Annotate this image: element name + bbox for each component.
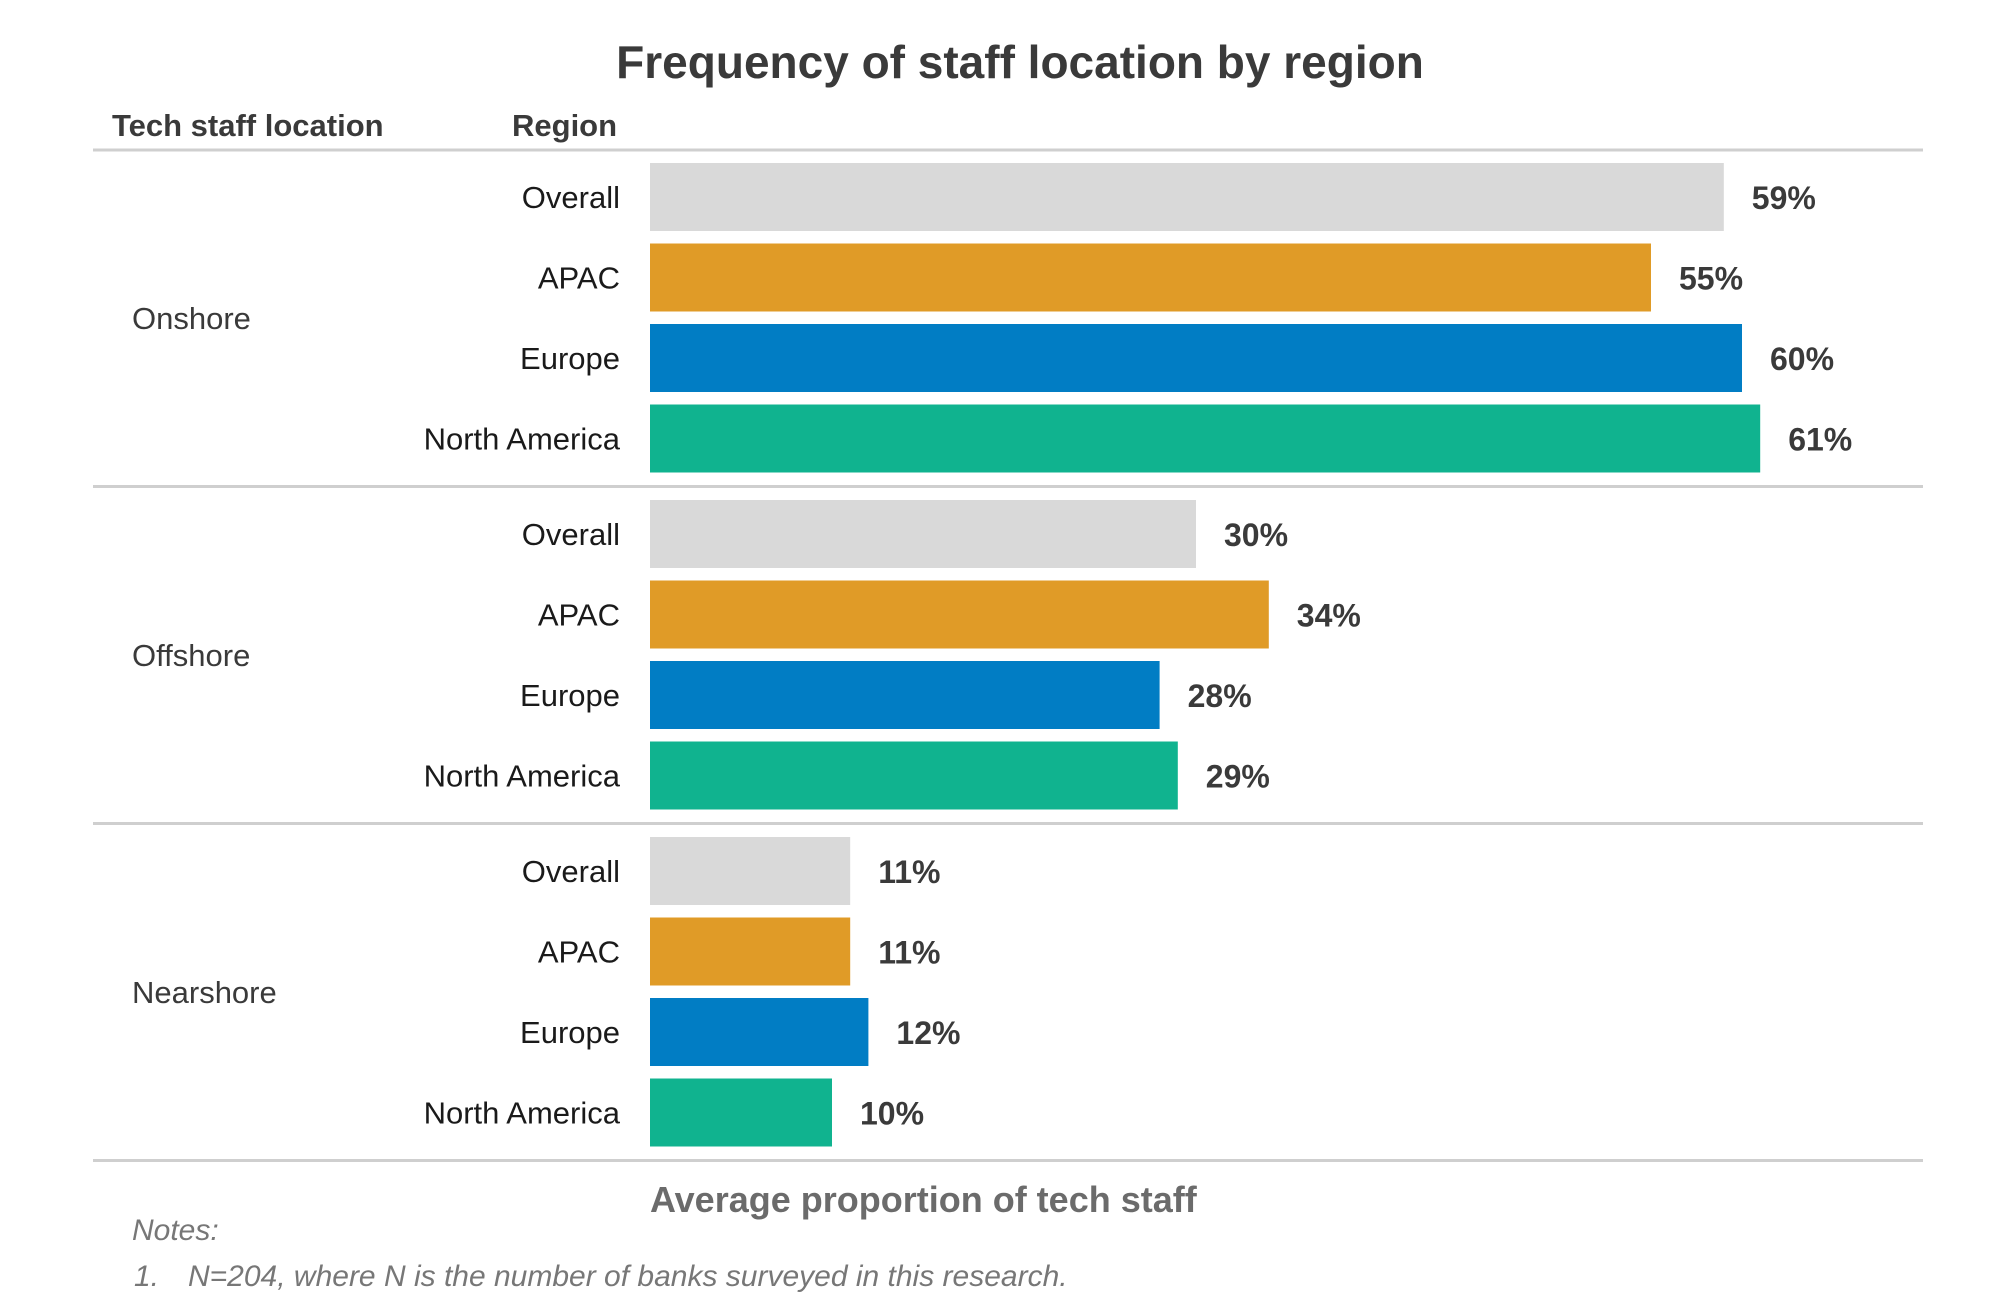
bar-nearshore-apac (650, 917, 851, 986)
category-label-onshore-apac: APAC (538, 261, 620, 296)
value-label-onshore-apac: 55% (1679, 261, 1743, 297)
notes-heading: Notes: (132, 1214, 219, 1247)
category-label-nearshore-north-america: North America (424, 1096, 621, 1131)
value-label-offshore-europe: 28% (1188, 678, 1252, 714)
bar-offshore-europe (650, 661, 1160, 729)
category-label-offshore-overall: Overall (522, 517, 620, 552)
group-label-offshore: Offshore (132, 638, 250, 673)
value-label-offshore-overall: 30% (1224, 517, 1288, 553)
value-label-onshore-north-america: 61% (1788, 422, 1852, 458)
group-label-onshore: Onshore (132, 301, 251, 336)
value-label-nearshore-europe: 12% (896, 1015, 960, 1051)
bar-nearshore-overall (650, 837, 851, 905)
bar-onshore-apac (650, 243, 1651, 312)
category-label-offshore-europe: Europe (520, 678, 620, 713)
group-dividers (93, 148, 1923, 1162)
x-axis-label: Average proportion of tech staff (650, 1179, 1198, 1220)
value-label-nearshore-overall: 11% (878, 854, 940, 890)
category-label-onshore-europe: Europe (520, 341, 620, 376)
category-label-nearshore-europe: Europe (520, 1015, 620, 1050)
group-column-header: Tech staff location (112, 108, 384, 143)
category-label-onshore-overall: Overall (522, 180, 620, 215)
category-label-offshore-north-america: North America (424, 759, 621, 794)
category-label-nearshore-apac: APAC (538, 935, 620, 970)
note-number: 1. (134, 1260, 159, 1293)
value-label-offshore-north-america: 29% (1206, 759, 1270, 795)
bars (650, 163, 1761, 1147)
group-labels: Onshore Offshore Nearshore (132, 301, 277, 1010)
note-text: N=204, where N is the number of banks su… (188, 1260, 1068, 1293)
value-labels: 59% 55% 60% 61% 30% 34% 28% 29% 11% 11% 12% 10% (860, 180, 1852, 1132)
bar-nearshore-north-america (650, 1078, 832, 1147)
category-labels: Overall APAC Europe North America Overall APA… (424, 180, 621, 1131)
value-label-onshore-overall: 59% (1752, 180, 1816, 216)
bar-offshore-apac (650, 580, 1269, 649)
bar-onshore-overall (650, 163, 1724, 231)
category-label-offshore-apac: APAC (538, 598, 620, 633)
value-label-nearshore-north-america: 10% (860, 1096, 924, 1132)
category-column-header: Region (512, 108, 617, 143)
value-label-onshore-europe: 60% (1770, 341, 1834, 377)
bar-onshore-north-america (650, 404, 1761, 473)
bar-offshore-north-america (650, 741, 1178, 810)
bar-onshore-europe (650, 324, 1742, 392)
category-label-onshore-north-america: North America (424, 422, 621, 457)
group-label-nearshore: Nearshore (132, 975, 277, 1010)
chart-title: Frequency of staff location by region (616, 36, 1424, 88)
category-label-nearshore-overall: Overall (522, 854, 620, 889)
bar-nearshore-europe (650, 998, 869, 1066)
value-label-offshore-apac: 34% (1297, 598, 1361, 634)
bar-offshore-overall (650, 500, 1196, 568)
value-label-nearshore-apac: 11% (878, 935, 940, 971)
